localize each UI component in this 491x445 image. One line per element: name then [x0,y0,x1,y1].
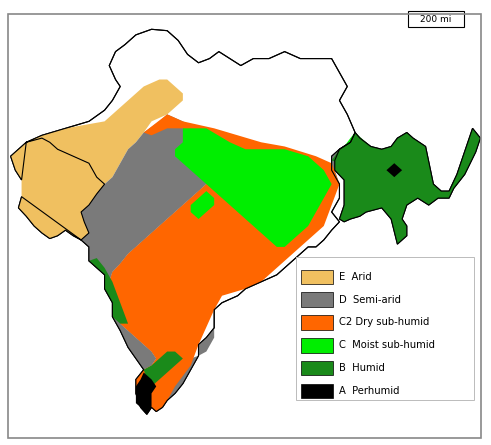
Bar [301,292,333,307]
Polygon shape [11,138,105,240]
Bar [301,361,333,376]
Polygon shape [339,133,355,149]
Polygon shape [144,352,183,386]
Polygon shape [331,149,347,163]
Bar [408,11,464,28]
Polygon shape [335,128,480,244]
Polygon shape [335,128,480,244]
Polygon shape [136,372,156,414]
Text: E  Arid: E Arid [339,272,372,282]
Polygon shape [109,114,339,412]
Polygon shape [81,114,222,370]
Text: C2 Dry sub-humid: C2 Dry sub-humid [339,317,429,328]
Text: D  Semi-arid: D Semi-arid [339,295,401,305]
Bar [301,270,333,284]
Text: C  Moist sub-humid: C Moist sub-humid [339,340,435,350]
Polygon shape [109,121,339,412]
Polygon shape [386,163,402,177]
Polygon shape [11,29,355,414]
Polygon shape [191,191,214,219]
Polygon shape [175,128,331,247]
Text: B  Humid: B Humid [339,363,384,373]
FancyBboxPatch shape [297,257,474,400]
Polygon shape [26,80,183,184]
Polygon shape [89,258,128,324]
Text: A  Perhumid: A Perhumid [339,386,399,396]
Bar [301,315,333,330]
Bar [301,384,333,398]
Bar [301,338,333,352]
Text: 200 mi: 200 mi [420,15,452,24]
